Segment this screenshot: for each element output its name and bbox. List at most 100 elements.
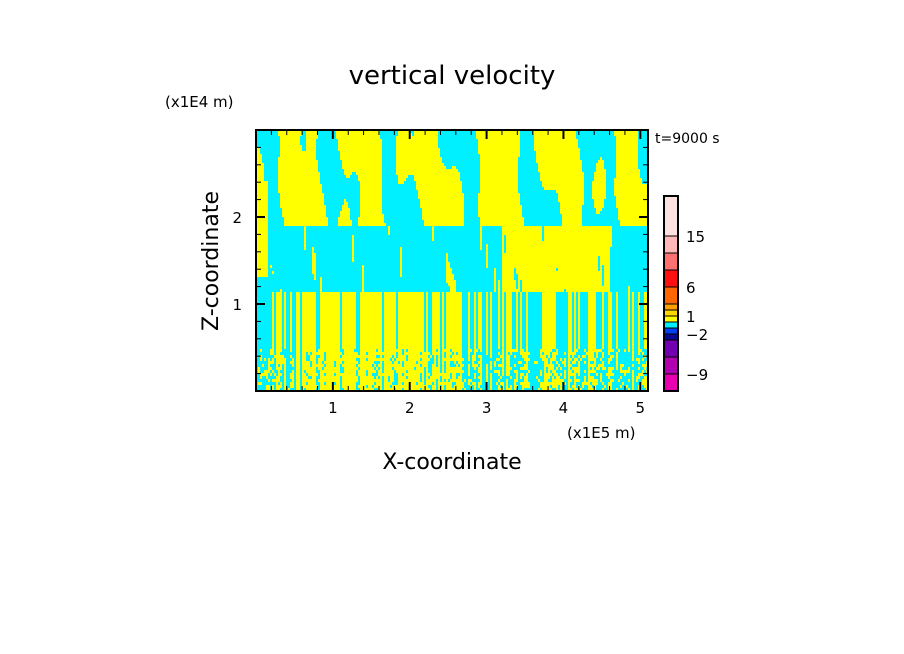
contour-cell: [390, 385, 393, 389]
contour-cell: [382, 361, 385, 374]
contour-cell: [572, 364, 575, 368]
contour-cell: [610, 226, 613, 248]
contour-cell: [516, 352, 519, 371]
contour-cell: [274, 382, 277, 392]
contour-cell: [260, 154, 263, 278]
contour-cell: [374, 370, 377, 374]
contour-cell: [338, 292, 341, 392]
contour-cell: [292, 226, 295, 359]
contour-cell: [552, 352, 555, 362]
contour-cell: [570, 130, 573, 356]
contour-cell: [558, 226, 561, 293]
contour-cell: [320, 277, 323, 392]
contour-cell: [272, 382, 275, 386]
contour-cell: [502, 382, 505, 392]
contour-cell: [602, 382, 605, 386]
y-unit-label: (x1E4 m): [165, 93, 234, 111]
contour-cell: [396, 385, 399, 392]
contour-cell: [448, 130, 451, 170]
contour-cell: [420, 130, 423, 209]
contour-cell: [436, 292, 439, 350]
contour-cell: [530, 292, 533, 392]
contour-cell: [510, 355, 513, 368]
contour-cell: [642, 358, 645, 362]
contour-cell: [524, 130, 527, 227]
contour-cell: [640, 349, 643, 353]
colorbar-tick-label: 1: [686, 308, 696, 326]
contour-cell: [446, 292, 449, 392]
contour-cell: [446, 130, 449, 170]
contour-cell: [588, 130, 591, 227]
contour-cell: [490, 361, 493, 371]
contour-cell: [452, 130, 455, 167]
contour-cell: [596, 163, 599, 215]
contour-cell: [592, 364, 595, 374]
contour-cell: [526, 388, 529, 392]
contour-cell: [388, 382, 391, 392]
contour-cell: [398, 184, 401, 293]
contour-cell: [610, 247, 613, 293]
contour-cell: [440, 376, 443, 383]
contour-cell: [520, 385, 523, 392]
contour-cell: [554, 361, 557, 371]
contour-cell: [318, 382, 321, 392]
contour-cell: [450, 130, 453, 170]
colorbar-segment: [663, 252, 679, 271]
contour-cell: [268, 358, 271, 374]
contour-cell: [428, 379, 431, 386]
contour-cell: [632, 367, 635, 371]
contour-cell: [274, 376, 277, 380]
contour-cell: [480, 385, 483, 389]
contour-cell: [366, 355, 369, 359]
contour-cell: [404, 292, 407, 392]
contour-cell: [358, 130, 361, 182]
contour-cell: [636, 382, 639, 392]
contour-cell: [348, 208, 351, 227]
contour-cell: [274, 358, 277, 374]
contour-cell: [550, 373, 553, 377]
contour-cell: [374, 385, 377, 389]
contour-cell: [540, 370, 543, 377]
contour-cell: [406, 361, 409, 371]
contour-cell: [352, 130, 355, 173]
contour-cell: [334, 367, 337, 374]
contour-cell: [564, 355, 567, 359]
contour-cell: [536, 130, 539, 164]
contour-cell: [454, 130, 457, 167]
contour-cell: [260, 277, 263, 350]
contour-cell: [456, 373, 459, 380]
contour-cell: [438, 130, 441, 149]
contour-cell: [528, 373, 531, 383]
x-tick-label: 5: [636, 399, 646, 417]
contour-cell: [374, 367, 377, 371]
contour-cell: [402, 292, 405, 350]
contour-cell: [362, 265, 365, 392]
contour-cell: [438, 148, 441, 227]
contour-cell: [414, 130, 417, 182]
contour-cell: [364, 130, 367, 227]
colorbar-frame: [663, 195, 679, 392]
contour-cell: [580, 388, 583, 392]
contour-cell: [592, 373, 595, 377]
contour-cell: [314, 130, 317, 227]
contour-cell: [536, 226, 539, 293]
contour-cell: [396, 349, 399, 353]
contour-cell: [598, 370, 601, 392]
contour-cell: [514, 280, 517, 293]
contour-cell: [640, 226, 643, 350]
contour-cell: [344, 226, 347, 293]
contour-cell: [338, 226, 341, 293]
contour-cell: [534, 226, 537, 293]
contour-cell: [500, 130, 503, 227]
contour-cell: [554, 352, 557, 362]
contour-cell: [552, 361, 555, 365]
colorbar-segment: [663, 195, 679, 237]
contour-cell: [266, 181, 269, 278]
contour-cell: [324, 292, 327, 353]
contour-cell: [520, 370, 523, 374]
contour-cell: [448, 262, 451, 287]
contour-cell: [496, 361, 499, 371]
contour-cell: [520, 364, 523, 368]
contour-cell: [300, 130, 303, 137]
contour-cell: [462, 388, 465, 392]
